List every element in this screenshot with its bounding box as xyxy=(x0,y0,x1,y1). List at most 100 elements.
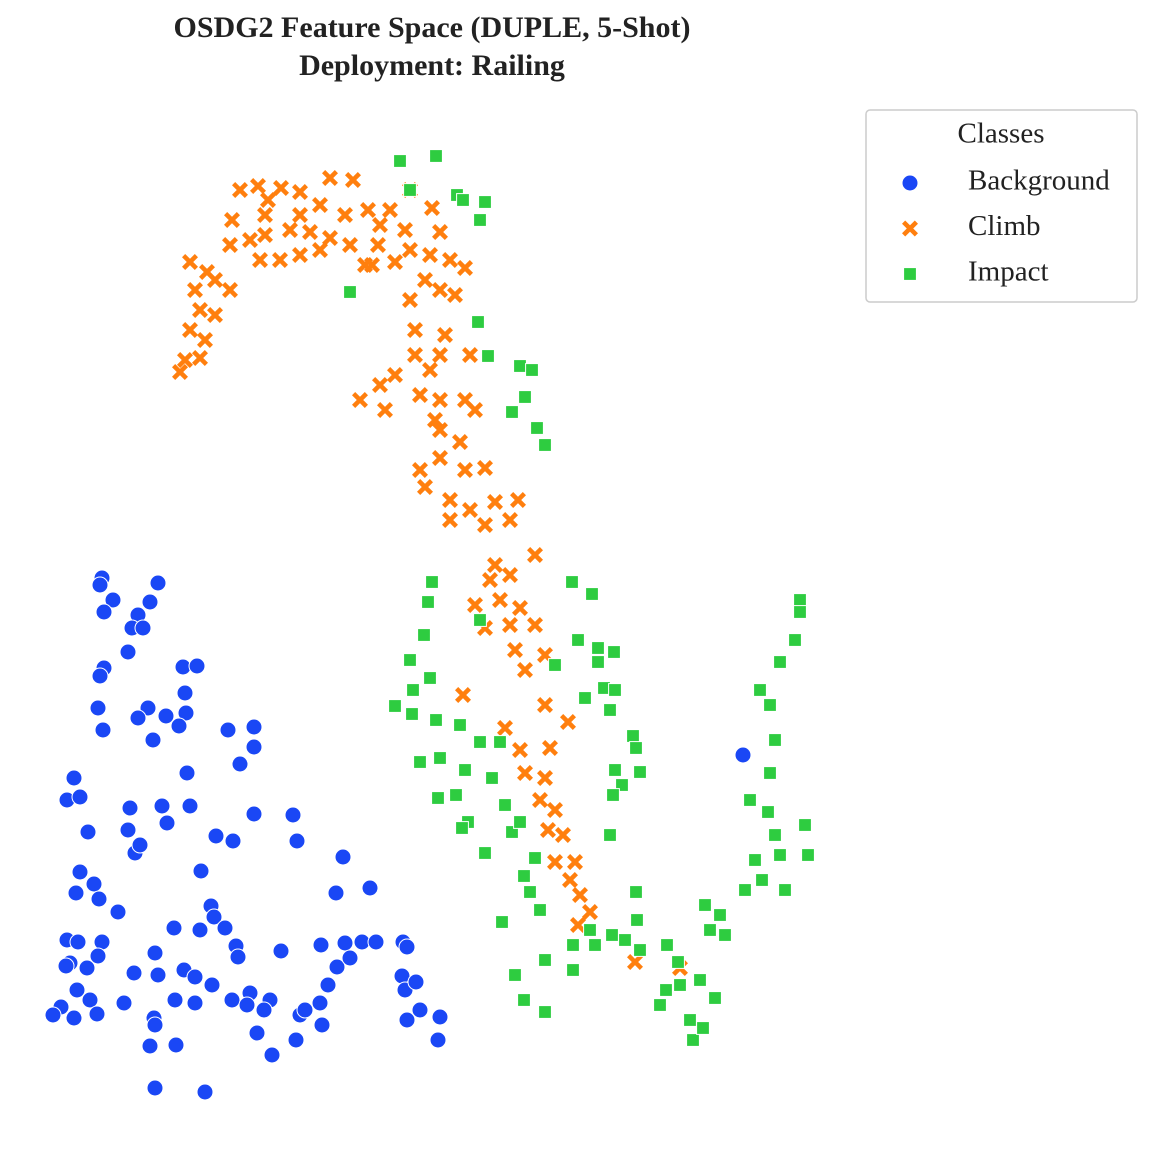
point xyxy=(473,613,487,627)
point xyxy=(109,903,127,921)
point xyxy=(528,851,542,865)
point xyxy=(627,954,643,970)
point xyxy=(653,998,667,1012)
point xyxy=(527,547,543,563)
point xyxy=(703,923,717,937)
point xyxy=(425,575,439,589)
point xyxy=(141,1037,159,1055)
point xyxy=(481,349,495,363)
point xyxy=(510,492,526,508)
point xyxy=(432,450,448,466)
point xyxy=(197,332,213,348)
point xyxy=(407,973,425,991)
point xyxy=(548,658,562,672)
point xyxy=(192,302,208,318)
point xyxy=(88,1005,106,1023)
point xyxy=(498,798,512,812)
point xyxy=(402,242,418,258)
point xyxy=(555,827,571,843)
point xyxy=(773,655,787,669)
point xyxy=(537,697,553,713)
point xyxy=(67,884,85,902)
point xyxy=(778,883,792,897)
point xyxy=(131,836,149,854)
point xyxy=(629,885,643,899)
point xyxy=(432,347,448,363)
point xyxy=(311,994,329,1012)
point xyxy=(708,991,722,1005)
point xyxy=(538,953,552,967)
point xyxy=(566,963,580,977)
point xyxy=(768,733,782,747)
point xyxy=(272,252,288,268)
point xyxy=(659,983,673,997)
point xyxy=(257,207,273,223)
point xyxy=(263,1046,281,1064)
point xyxy=(257,227,273,243)
point xyxy=(345,172,361,188)
point xyxy=(91,576,109,594)
point xyxy=(457,462,473,478)
point xyxy=(57,957,75,975)
point xyxy=(141,593,159,611)
point xyxy=(312,936,330,954)
point xyxy=(296,1001,314,1019)
point xyxy=(191,921,209,939)
point xyxy=(423,671,437,685)
point xyxy=(755,873,769,887)
point xyxy=(583,923,597,937)
point xyxy=(104,591,122,609)
point xyxy=(205,908,223,926)
point xyxy=(95,603,113,621)
point xyxy=(417,272,433,288)
point xyxy=(606,788,620,802)
point xyxy=(192,862,210,880)
point xyxy=(328,958,346,976)
point xyxy=(477,517,493,533)
point xyxy=(146,1016,164,1034)
point xyxy=(743,793,757,807)
point xyxy=(442,252,458,268)
point xyxy=(538,438,552,452)
point xyxy=(313,1016,331,1034)
point xyxy=(252,252,268,268)
point xyxy=(417,628,431,642)
point xyxy=(458,763,472,777)
point xyxy=(431,1008,449,1026)
series xyxy=(343,149,815,1047)
point xyxy=(523,885,537,899)
point xyxy=(495,915,509,929)
point xyxy=(753,683,767,697)
point xyxy=(718,928,732,942)
point xyxy=(94,721,112,739)
legend-marker xyxy=(901,174,919,192)
point xyxy=(71,788,89,806)
point xyxy=(512,742,528,758)
point xyxy=(186,968,204,986)
point xyxy=(319,976,337,994)
point xyxy=(793,605,807,619)
point xyxy=(477,460,493,476)
point xyxy=(582,904,598,920)
point xyxy=(424,200,440,216)
point xyxy=(388,699,402,713)
point xyxy=(429,1031,447,1049)
point xyxy=(407,322,423,338)
point xyxy=(633,943,647,957)
point xyxy=(255,1001,273,1019)
point xyxy=(540,822,556,838)
point xyxy=(512,600,528,616)
point xyxy=(207,827,225,845)
point xyxy=(471,315,485,329)
point xyxy=(442,512,458,528)
legend-marker xyxy=(902,220,918,237)
point xyxy=(119,643,137,661)
point xyxy=(170,717,188,735)
point xyxy=(768,828,782,842)
legend-box xyxy=(865,109,1138,303)
point xyxy=(65,1009,83,1027)
point xyxy=(412,462,428,478)
legend-title: Classes xyxy=(958,118,1045,150)
point xyxy=(422,247,438,263)
